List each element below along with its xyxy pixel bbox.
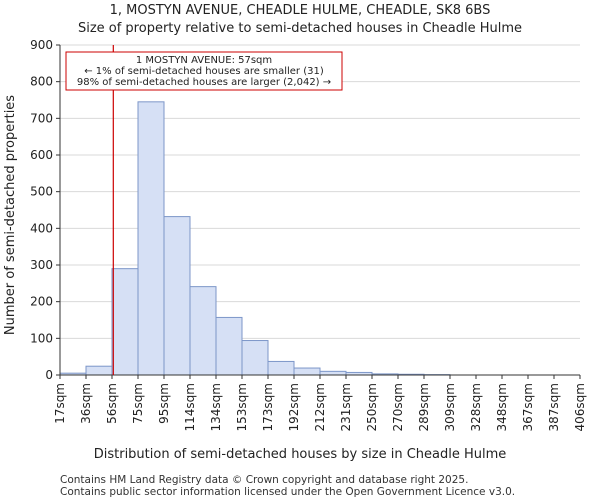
- histogram-bar: [111, 268, 139, 376]
- y-tick-label: 300: [30, 258, 53, 272]
- y-axis-label: Number of semi-detached properties: [3, 95, 18, 335]
- x-tick-label: 406sqm: [573, 383, 587, 431]
- x-tick-label: 192sqm: [287, 383, 301, 431]
- y-tick-label: 900: [30, 38, 53, 52]
- x-tick-label: 173sqm: [261, 383, 275, 431]
- histogram-bar: [241, 340, 269, 376]
- x-tick-label: 309sqm: [443, 383, 457, 431]
- y-tick-label: 0: [45, 368, 53, 382]
- x-axis-label: Distribution of semi-detached houses by …: [94, 447, 507, 462]
- annotation-line2: ← 1% of semi-detached houses are smaller…: [84, 66, 324, 77]
- y-tick-label: 100: [30, 331, 53, 345]
- histogram-bar: [293, 367, 321, 376]
- histogram-bar: [189, 286, 217, 376]
- x-tick-label: 387sqm: [547, 383, 561, 431]
- histogram-bar: [163, 216, 191, 376]
- x-tick-label: 153sqm: [235, 383, 249, 431]
- x-tick-label: 348sqm: [495, 383, 509, 431]
- x-tick-label: 114sqm: [183, 383, 197, 431]
- footer-line-2: Contains public sector information licen…: [60, 486, 516, 498]
- x-tick-label: 328sqm: [469, 383, 483, 431]
- y-tick-label: 200: [30, 295, 53, 309]
- x-tick-label: 17sqm: [53, 383, 67, 424]
- x-tick-label: 212sqm: [313, 383, 327, 431]
- annotation-box: [65, 51, 343, 91]
- annotation-line1: 1 MOSTYN AVENUE: 57sqm: [136, 55, 272, 66]
- x-tick-label: 270sqm: [391, 383, 405, 431]
- x-tick-label: 134sqm: [209, 383, 223, 431]
- x-tick-label: 367sqm: [521, 383, 535, 431]
- x-tick-label: 56sqm: [105, 383, 119, 424]
- histogram-bar: [215, 316, 243, 376]
- histogram-bar: [267, 360, 295, 376]
- y-tick-label: 700: [30, 111, 53, 125]
- chart-title: 1, MOSTYN AVENUE, CHEADLE HULME, CHEADLE…: [110, 3, 491, 18]
- histogram-bar: [137, 101, 165, 376]
- x-tick-label: 95sqm: [157, 383, 171, 424]
- x-tick-label: 75sqm: [131, 383, 145, 424]
- y-tick-label: 400: [30, 221, 53, 235]
- x-tick-label: 289sqm: [417, 383, 431, 431]
- histogram-bar: [319, 370, 347, 376]
- x-tick-label: 250sqm: [365, 383, 379, 431]
- x-tick-label: 36sqm: [79, 383, 93, 424]
- histogram-chart: 1, MOSTYN AVENUE, CHEADLE HULME, CHEADLE…: [3, 3, 587, 462]
- histogram-bar: [85, 365, 113, 376]
- annotation-line3: 98% of semi-detached houses are larger (…: [77, 77, 331, 88]
- plot-area: 0 100 200 300 400 500 600 700 800 900 17sqm 36sqm 56…: [30, 38, 587, 431]
- x-tick-label: 231sqm: [339, 383, 353, 431]
- footer-line-1: Contains HM Land Registry data © Crown c…: [60, 474, 469, 486]
- chart-subtitle: Size of property relative to semi-detach…: [78, 21, 522, 36]
- y-tick-label: 800: [30, 75, 53, 89]
- y-tick-label: 500: [30, 185, 53, 199]
- y-tick-label: 600: [30, 148, 53, 162]
